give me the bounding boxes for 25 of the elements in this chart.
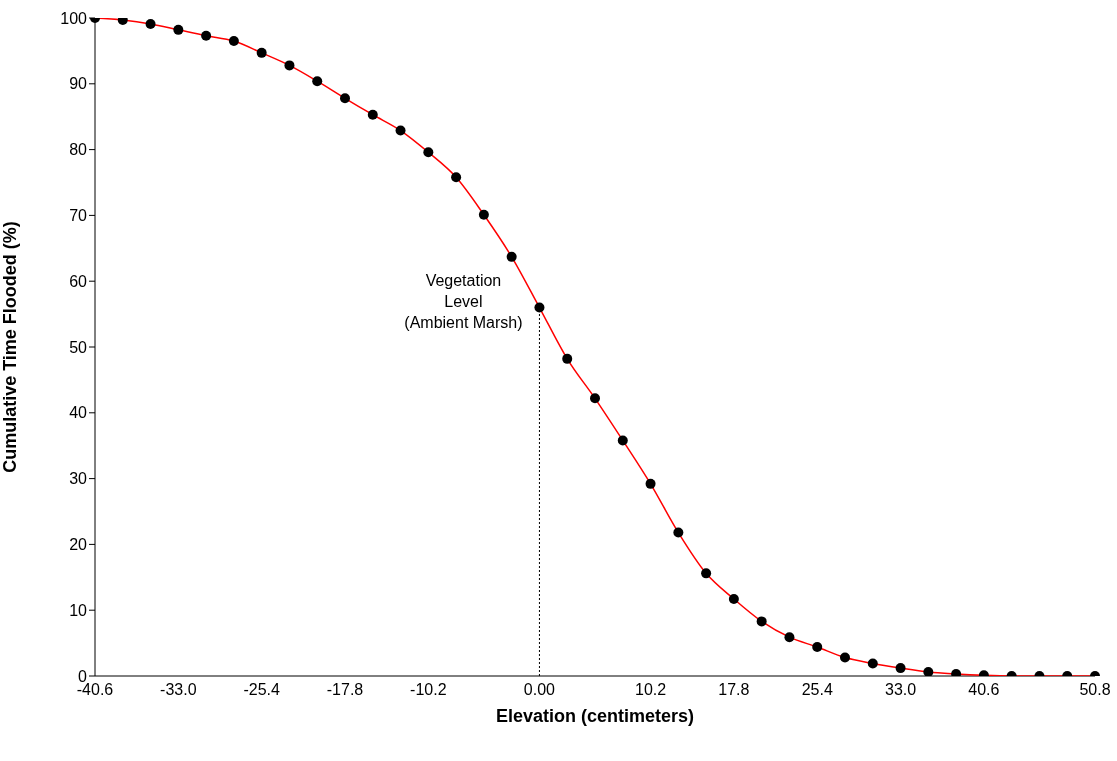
x-tick-label: 33.0 bbox=[884, 681, 917, 699]
y-tick-label: 50 bbox=[69, 338, 88, 356]
y-tick-label: 70 bbox=[69, 207, 88, 225]
ref-line-label: Vegetation Level (Ambient Marsh) bbox=[404, 271, 523, 331]
y-tick-label: 10 bbox=[69, 601, 88, 619]
x-tick-label: 10.2 bbox=[634, 681, 667, 699]
x-tick-label: 17.8 bbox=[718, 681, 750, 699]
y-tick-label: 20 bbox=[69, 536, 88, 554]
y-tick-label: 30 bbox=[69, 470, 88, 488]
x-tick-label: -33.0 bbox=[160, 681, 197, 699]
x-tick-label: 40.6 bbox=[968, 681, 1000, 699]
x-tick-label: -10.2 bbox=[410, 681, 447, 699]
y-tick-label: 40 bbox=[69, 404, 88, 422]
y-tick-label: 80 bbox=[69, 141, 88, 159]
x-tick-label: -25.4 bbox=[243, 681, 280, 699]
x-tick-label: 25.4 bbox=[801, 681, 833, 699]
y-axis-title: Cumulative Time Flooded (%) bbox=[0, 221, 21, 473]
y-tick-label: 90 bbox=[69, 75, 88, 93]
x-tick-label: 50.8 bbox=[1079, 681, 1111, 699]
x-tick-label: 0.00 bbox=[523, 681, 556, 699]
x-axis-title: Elevation (centimeters) bbox=[495, 706, 695, 726]
y-tick-label: 100 bbox=[60, 9, 88, 27]
x-tick-label: -40.6 bbox=[76, 681, 114, 699]
x-tick-label: -17.8 bbox=[326, 681, 364, 699]
y-tick-label: 60 bbox=[69, 272, 88, 290]
